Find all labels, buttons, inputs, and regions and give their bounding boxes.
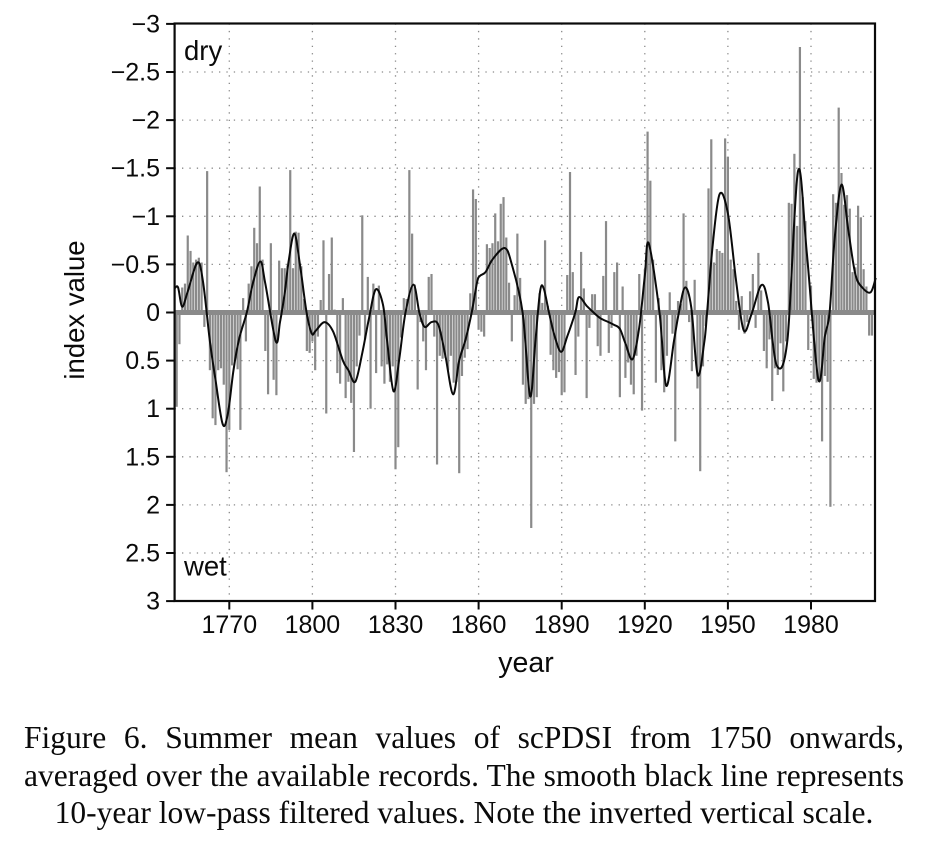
svg-text:3: 3 [146,588,160,616]
svg-text:0.5: 0.5 [125,347,160,375]
svg-text:1920: 1920 [617,611,673,639]
svg-text:−0.5: −0.5 [111,251,160,279]
svg-text:1860: 1860 [451,611,507,639]
svg-text:1830: 1830 [368,611,424,639]
svg-text:1890: 1890 [534,611,590,639]
svg-text:1.5: 1.5 [125,443,160,471]
svg-text:2: 2 [146,491,160,519]
svg-text:0: 0 [146,299,160,327]
svg-text:1: 1 [146,395,160,423]
svg-text:−3: −3 [131,10,160,38]
svg-text:2.5: 2.5 [125,540,160,568]
svg-text:−2.5: −2.5 [111,59,160,87]
svg-text:−1: −1 [131,203,160,231]
svg-text:wet: wet [183,551,227,582]
svg-text:−1.5: −1.5 [111,155,160,183]
svg-text:year: year [498,647,554,679]
svg-text:1950: 1950 [700,611,756,639]
svg-text:1770: 1770 [201,611,257,639]
svg-text:1980: 1980 [783,611,839,639]
svg-text:index value: index value [59,240,90,379]
svg-text:−2: −2 [131,107,160,135]
svg-text:dry: dry [184,35,222,66]
svg-text:1800: 1800 [285,611,341,639]
